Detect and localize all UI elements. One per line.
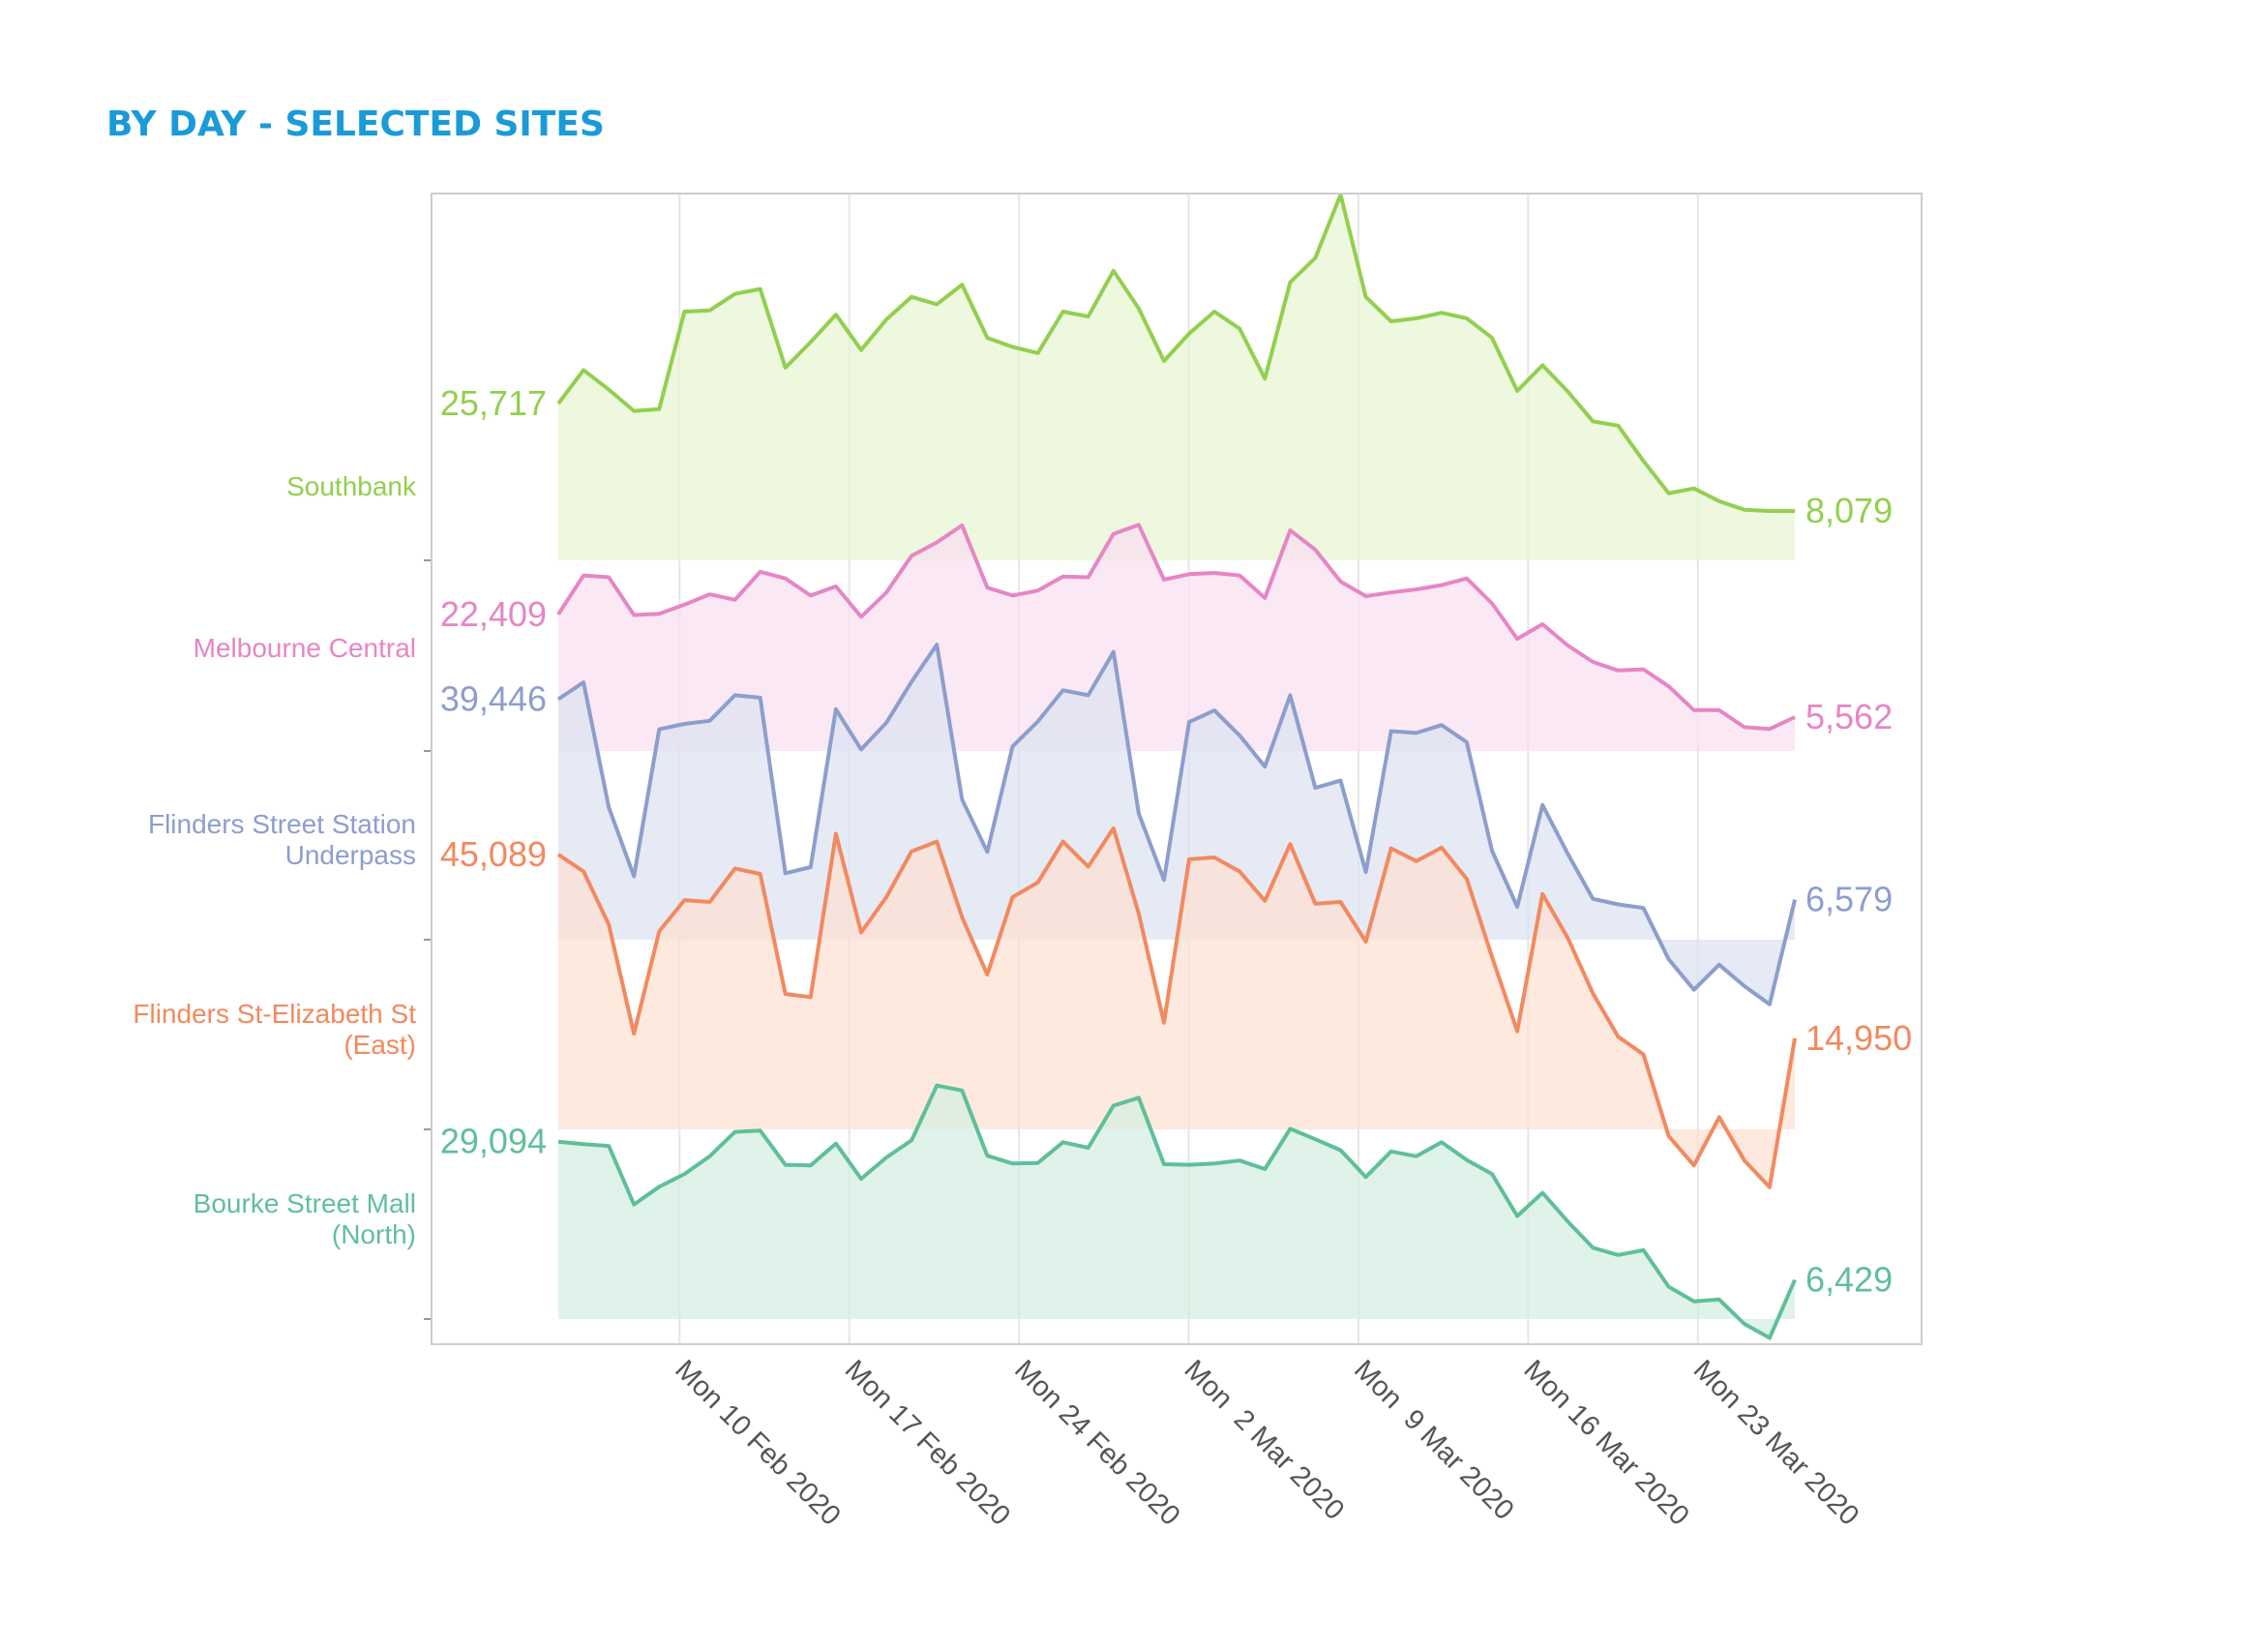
- first-value-label: 39,446: [440, 678, 547, 718]
- series-name-label: Flinders St-Elizabeth St (East): [133, 999, 416, 1060]
- first-value-label: 22,409: [440, 594, 547, 634]
- series-name-label: Southbank: [286, 471, 417, 501]
- series-name-label: Melbourne Central: [194, 633, 416, 663]
- first-value-label: 29,094: [440, 1122, 547, 1161]
- series-area: [558, 195, 1795, 560]
- x-tick-label: Mon 9 Mar 2020: [1348, 1354, 1520, 1526]
- first-value-label: 45,089: [440, 834, 547, 874]
- series-area: [558, 645, 1795, 1005]
- last-value-label: 8,079: [1805, 491, 1893, 530]
- x-tick-label: Mon 2 Mar 2020: [1179, 1354, 1351, 1526]
- series-line: [557, 1083, 1797, 1340]
- series-area: [558, 827, 1795, 1187]
- series-line: [556, 193, 1796, 514]
- x-tick-label: Mon 24 Feb 2020: [1008, 1354, 1185, 1531]
- plot-frame: [431, 193, 1923, 1345]
- series-area: [558, 525, 1795, 751]
- series-name-label: Flinders Street Station Underpass: [148, 809, 416, 870]
- last-value-label: 5,562: [1805, 697, 1893, 736]
- series-line: [556, 643, 1797, 1006]
- labels-layer: Southbank 25,717 8,079 Melbourne Central 22,…: [133, 383, 1912, 1300]
- series-name-label: Bourke Street Mall (North): [194, 1188, 416, 1249]
- series-line: [556, 523, 1796, 732]
- last-value-label: 14,950: [1805, 1018, 1912, 1058]
- x-tick-label: Mon 10 Feb 2020: [669, 1354, 846, 1531]
- series-area: [558, 1085, 1795, 1338]
- last-value-label: 6,429: [1805, 1259, 1893, 1299]
- x-tick-label: Mon 17 Feb 2020: [839, 1354, 1016, 1531]
- x-tick-label: Mon 16 Mar 2020: [1517, 1354, 1694, 1531]
- first-value-label: 25,717: [440, 383, 547, 423]
- series-line: [556, 826, 1797, 1189]
- areas-layer: [556, 193, 1797, 1340]
- last-value-label: 6,579: [1805, 880, 1893, 919]
- page-title: BY DAY - SELECTED SITES: [106, 105, 605, 144]
- x-tick-label: Mon 23 Mar 2020: [1687, 1354, 1865, 1531]
